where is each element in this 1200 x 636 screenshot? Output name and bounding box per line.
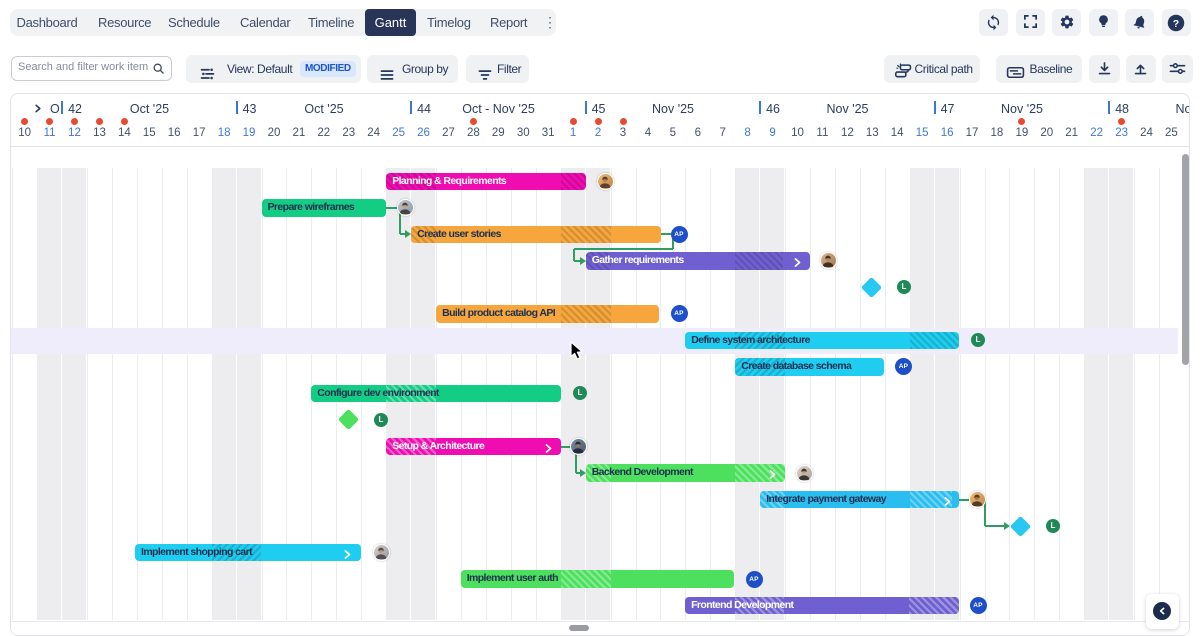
svg-text:?: ? — [1173, 18, 1179, 30]
